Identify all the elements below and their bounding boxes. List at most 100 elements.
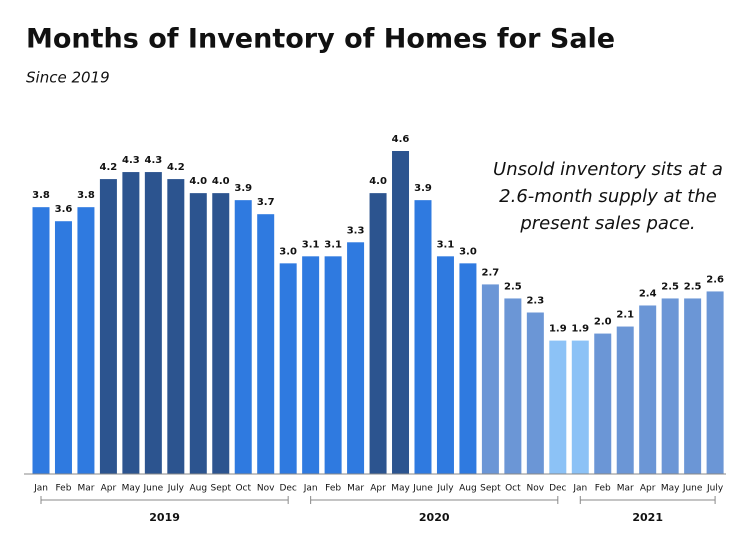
value-label: 3.1 bbox=[324, 239, 342, 250]
annotation: present sales pace. bbox=[519, 213, 695, 234]
value-label: 3.8 bbox=[32, 190, 50, 201]
x-tick-label: July bbox=[436, 484, 454, 494]
x-tick-label: Oct bbox=[505, 484, 521, 494]
value-label: 3.1 bbox=[302, 239, 320, 250]
value-label: 4.0 bbox=[369, 176, 387, 187]
value-label: 2.6 bbox=[706, 274, 724, 285]
year-label: 2019 bbox=[149, 511, 180, 524]
bar bbox=[257, 214, 275, 474]
x-tick-label: Feb bbox=[595, 484, 611, 494]
x-tick-label: Jan bbox=[572, 484, 587, 494]
x-tick-label: Dec bbox=[549, 484, 566, 494]
x-tick-label: June bbox=[143, 484, 164, 494]
value-label: 4.3 bbox=[122, 155, 140, 166]
bar bbox=[122, 172, 140, 474]
x-tick-label: Feb bbox=[56, 484, 72, 494]
bar bbox=[549, 340, 567, 474]
bar bbox=[661, 298, 679, 474]
x-tick-label: Apr bbox=[101, 484, 117, 494]
x-tick-label: Oct bbox=[235, 484, 251, 494]
value-label: 2.1 bbox=[616, 310, 634, 321]
x-tick-label: Jan bbox=[303, 484, 318, 494]
x-tick-label: May bbox=[122, 484, 141, 494]
bar bbox=[571, 340, 589, 474]
value-label: 1.9 bbox=[571, 324, 589, 335]
value-label: 2.5 bbox=[504, 281, 522, 292]
value-label: 2.7 bbox=[482, 267, 500, 278]
x-tick-label: May bbox=[391, 484, 410, 494]
annotation: 2.6-month supply at the bbox=[499, 186, 717, 207]
x-tick-label: June bbox=[682, 484, 703, 494]
bar bbox=[167, 179, 185, 474]
bar bbox=[32, 207, 50, 474]
x-tick-label: July bbox=[706, 484, 724, 494]
chart-title: Months of Inventory of Homes for Sale bbox=[26, 24, 615, 55]
x-tick-label: Mar bbox=[347, 484, 364, 494]
bar bbox=[144, 172, 162, 474]
bar bbox=[459, 263, 477, 474]
chart-subtitle: Since 2019 bbox=[26, 69, 110, 87]
x-tick-label: July bbox=[167, 484, 185, 494]
x-tick-label: Apr bbox=[640, 484, 656, 494]
value-label: 3.3 bbox=[347, 225, 365, 236]
bar bbox=[347, 242, 365, 474]
value-label: 3.1 bbox=[437, 239, 455, 250]
bar bbox=[504, 298, 522, 474]
bar bbox=[302, 256, 320, 474]
bar bbox=[369, 193, 387, 474]
value-label: 4.2 bbox=[167, 162, 185, 173]
x-tick-label: Apr bbox=[370, 484, 386, 494]
bar bbox=[54, 221, 72, 474]
bar bbox=[684, 298, 702, 474]
value-label: 4.0 bbox=[189, 176, 207, 187]
x-tick-label: Mar bbox=[617, 484, 634, 494]
x-tick-label: Sept bbox=[480, 484, 501, 494]
value-label: 3.9 bbox=[234, 183, 252, 194]
annotation: Unsold inventory sits at a bbox=[493, 159, 723, 180]
value-label: 2.5 bbox=[661, 281, 679, 292]
bar bbox=[392, 151, 410, 474]
x-tick-label: Dec bbox=[279, 484, 296, 494]
x-tick-label: Jan bbox=[33, 484, 48, 494]
value-label: 2.0 bbox=[594, 317, 612, 328]
bar bbox=[99, 179, 117, 474]
value-label: 4.3 bbox=[144, 155, 162, 166]
bar bbox=[436, 256, 454, 474]
value-label: 2.5 bbox=[684, 281, 702, 292]
bar bbox=[189, 193, 207, 474]
value-label: 2.4 bbox=[639, 288, 657, 299]
bar bbox=[212, 193, 230, 474]
value-label: 3.0 bbox=[459, 246, 477, 257]
x-tick-label: Nov bbox=[257, 484, 275, 494]
value-label: 3.6 bbox=[55, 204, 73, 215]
year-label: 2020 bbox=[419, 511, 450, 524]
value-label: 4.6 bbox=[392, 134, 410, 145]
value-label: 3.9 bbox=[414, 183, 432, 194]
value-label: 4.0 bbox=[212, 176, 230, 187]
year-label: 2021 bbox=[632, 511, 663, 524]
x-tick-label: May bbox=[661, 484, 680, 494]
bar bbox=[616, 326, 634, 474]
value-label: 2.3 bbox=[526, 296, 544, 307]
bar bbox=[594, 333, 612, 474]
bar bbox=[706, 291, 724, 474]
bar bbox=[279, 263, 297, 474]
x-tick-label: Aug bbox=[190, 484, 208, 494]
bar bbox=[324, 256, 342, 474]
value-label: 3.8 bbox=[77, 190, 95, 201]
value-label: 4.2 bbox=[100, 162, 118, 173]
value-label: 3.7 bbox=[257, 197, 275, 208]
x-tick-label: Aug bbox=[459, 484, 477, 494]
bar bbox=[77, 207, 95, 474]
bar bbox=[481, 284, 499, 474]
bar bbox=[414, 200, 432, 475]
x-tick-label: June bbox=[412, 484, 433, 494]
bar bbox=[639, 305, 657, 474]
x-tick-label: Mar bbox=[77, 484, 94, 494]
bar bbox=[526, 312, 544, 474]
x-tick-label: Nov bbox=[527, 484, 545, 494]
value-label: 3.0 bbox=[279, 246, 297, 257]
value-label: 1.9 bbox=[549, 324, 567, 335]
x-tick-label: Sept bbox=[211, 484, 232, 494]
